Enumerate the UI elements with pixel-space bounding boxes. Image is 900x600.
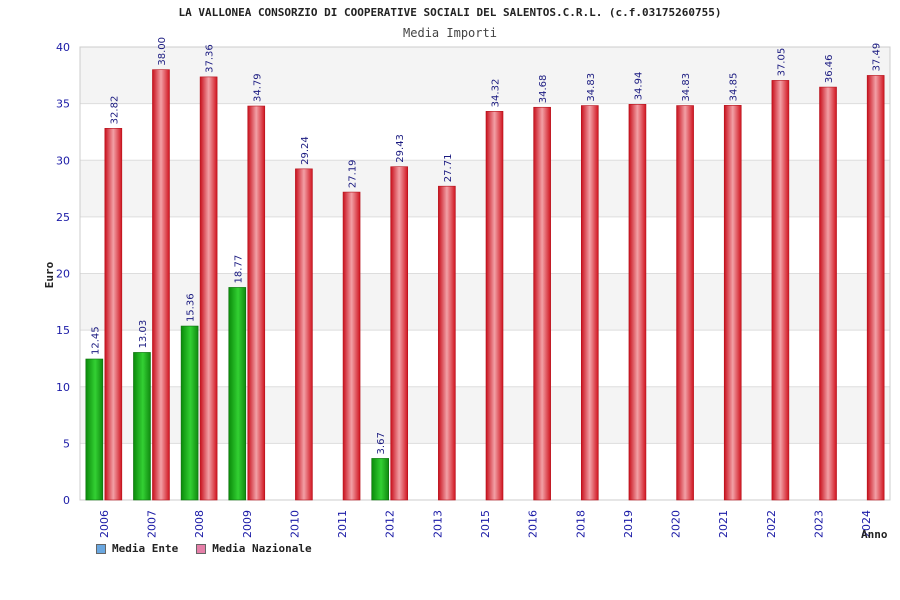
legend-label-nazionale: Media Nazionale xyxy=(212,542,312,555)
bar-media-nazionale xyxy=(247,105,266,501)
y-tick-label: 40 xyxy=(56,41,70,54)
legend-item-media-ente: Media Ente xyxy=(96,542,178,555)
bar-media-nazionale xyxy=(199,76,218,501)
bar-media-nazionale xyxy=(819,86,837,501)
x-tick-label: 2010 xyxy=(288,510,301,538)
data-label: 38.00 xyxy=(157,37,168,66)
data-label: 37.49 xyxy=(872,43,883,72)
bar-media-ente xyxy=(371,458,390,501)
data-label: 34.94 xyxy=(633,72,644,101)
legend-item-media-nazionale: Media Nazionale xyxy=(196,542,312,555)
x-tick-label: 2018 xyxy=(574,510,587,538)
data-label: 27.19 xyxy=(348,159,359,188)
x-tick-label: 2009 xyxy=(241,510,254,538)
x-tick-label: 2023 xyxy=(813,510,826,538)
data-label: 13.03 xyxy=(138,320,149,349)
y-axis-label: Euro xyxy=(43,261,56,288)
bar-media-ente xyxy=(133,352,151,501)
data-label: 34.32 xyxy=(491,79,502,108)
bar-media-nazionale xyxy=(342,191,361,501)
bar-media-nazionale xyxy=(628,104,647,501)
y-tick-label: 0 xyxy=(63,494,70,507)
legend-swatch-ente xyxy=(96,543,106,554)
bar-media-nazionale xyxy=(723,105,742,501)
y-tick-label: 35 xyxy=(56,98,70,111)
bar-media-ente xyxy=(228,287,247,501)
plot-frame xyxy=(79,46,891,501)
legend: Media Ente Media Nazionale xyxy=(96,542,312,555)
bar-media-nazionale xyxy=(295,168,313,501)
bar-media-ente xyxy=(180,325,199,501)
bars xyxy=(85,69,885,501)
y-tick-label: 5 xyxy=(63,437,70,450)
x-tick-label: 2019 xyxy=(622,510,635,538)
y-tick-label: 10 xyxy=(56,381,70,394)
bar-media-nazionale xyxy=(390,166,409,501)
y-tick-label: 15 xyxy=(56,324,70,337)
x-tick-label: 2012 xyxy=(384,510,397,538)
x-tick-label: 2024 xyxy=(860,510,873,538)
bar-media-nazionale xyxy=(771,80,790,501)
data-label: 34.83 xyxy=(586,73,597,102)
legend-label-ente: Media Ente xyxy=(112,542,179,555)
bar-media-nazionale xyxy=(485,111,504,501)
data-label: 32.82 xyxy=(109,96,120,125)
data-label: 37.05 xyxy=(776,48,787,77)
y-tick-label: 25 xyxy=(56,211,70,224)
bar-media-ente xyxy=(85,358,104,501)
legend-swatch-nazionale xyxy=(196,543,207,554)
data-labels: 12.45 32.82 13.03 38.00 15.36 37.36 18.77 34.79… xyxy=(90,37,882,454)
bar-media-nazionale xyxy=(438,185,456,501)
bar-media-nazionale xyxy=(580,105,599,501)
x-tick-label: 2022 xyxy=(765,510,778,538)
x-tick-label: 2020 xyxy=(670,510,683,538)
chart-subtitle: Media Importi xyxy=(403,26,497,40)
data-label: 29.43 xyxy=(395,134,406,163)
x-tick-label: 2013 xyxy=(431,510,444,538)
bar-media-nazionale xyxy=(104,128,123,501)
data-label: 18.77 xyxy=(233,255,244,284)
data-label: 34.68 xyxy=(538,75,549,104)
data-label: 36.46 xyxy=(824,54,835,83)
y-tick-label: 30 xyxy=(56,154,70,167)
data-label: 37.36 xyxy=(205,44,216,73)
data-label: 34.85 xyxy=(729,73,740,102)
data-label: 34.83 xyxy=(681,73,692,102)
data-label: 3.67 xyxy=(376,432,387,454)
x-tick-label: 2015 xyxy=(479,510,492,538)
x-tick-label: 2007 xyxy=(145,510,158,538)
x-axis-ticks: 2006 2007 2008 2009 2010 2011 2012 2013 2015 2016… xyxy=(98,510,873,538)
bar-media-nazionale xyxy=(866,75,885,501)
x-tick-label: 2006 xyxy=(98,510,111,538)
y-tick-label: 20 xyxy=(56,268,70,281)
x-tick-label: 2021 xyxy=(717,510,730,538)
y-axis-ticks: 0 5 10 15 20 25 30 35 40 xyxy=(56,41,70,507)
bar-media-nazionale xyxy=(676,105,694,501)
bar-media-nazionale xyxy=(533,106,551,501)
data-label: 29.24 xyxy=(300,136,311,165)
bar-media-nazionale xyxy=(152,69,170,501)
data-label: 12.45 xyxy=(90,326,101,355)
x-axis-label: Anno xyxy=(861,528,888,541)
data-label: 15.36 xyxy=(186,293,197,322)
data-label: 27.71 xyxy=(443,154,454,183)
chart-title: LA VALLONEA CONSORZIO DI COOPERATIVE SOC… xyxy=(178,6,722,19)
x-tick-label: 2008 xyxy=(193,510,206,538)
x-tick-label: 2016 xyxy=(527,510,540,538)
x-tick-label: 2011 xyxy=(336,510,349,538)
data-label: 34.79 xyxy=(252,73,263,102)
